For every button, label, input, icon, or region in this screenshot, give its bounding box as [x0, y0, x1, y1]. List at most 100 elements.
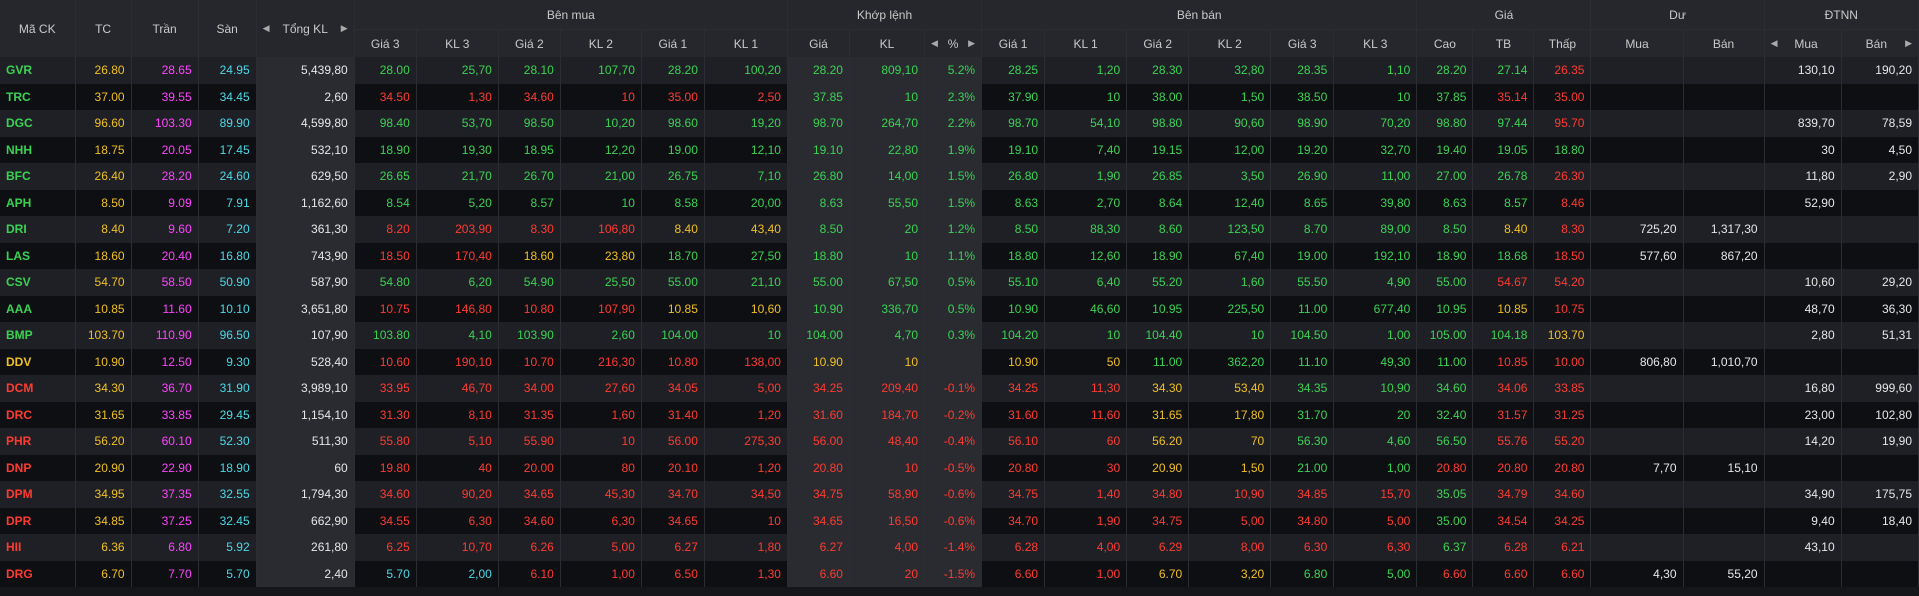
symbol-cell[interactable]: DRG [0, 560, 76, 587]
col-match-pct[interactable]: ◀% ▶ [924, 29, 983, 57]
symbol-cell[interactable]: AAA [0, 295, 76, 322]
table-row[interactable]: DRC 31.65 33.85 29.45 1,154,10 31.30 8,10 31.35… [0, 401, 1919, 428]
col-buy-vol2[interactable]: KL 2 [560, 29, 642, 57]
col-buy-vol1[interactable]: KL 1 [704, 29, 788, 57]
col-sell-vol3[interactable]: KL 3 [1333, 29, 1418, 57]
col-foreign-sell[interactable]: Bán ▶ [1841, 29, 1919, 57]
symbol-cell[interactable]: PHR [0, 428, 76, 455]
table-cell: 18.90 [1126, 242, 1190, 269]
table-cell: 100,20 [704, 57, 788, 84]
foreign-prev-icon[interactable]: ◀ [1770, 38, 1778, 48]
symbol-cell[interactable]: BMP [0, 322, 76, 349]
table-row[interactable]: DPR 34.85 37.25 32.45 662,90 34.55 6,30 34.60 6,… [0, 507, 1919, 534]
col-sell-price3[interactable]: Giá 3 [1270, 29, 1335, 57]
table-cell: 1.5% [924, 163, 983, 190]
symbol-cell[interactable]: DCM [0, 375, 76, 402]
col-total-volume[interactable]: ◀ Tổng KL ▶ [256, 0, 355, 57]
col-high[interactable]: Cao [1416, 29, 1474, 57]
col-floor[interactable]: Sàn [198, 0, 257, 57]
symbol-cell[interactable]: TRC [0, 83, 76, 110]
table-cell: 55.80 [354, 428, 417, 455]
symbol-cell[interactable]: DGC [0, 110, 76, 137]
table-row[interactable]: APH 8.50 9.09 7.91 1,162,60 8.54 5,20 8.57 10 8.5… [0, 189, 1919, 216]
table-row[interactable]: DRG 6.70 7.70 5.70 2,40 5.70 2,00 6.10 1,00 6.50 1… [0, 560, 1919, 587]
table-row[interactable]: DGC 96.60 103.30 89.90 4,599,80 98.40 53,70 98.… [0, 110, 1919, 137]
prev-icon[interactable]: ◀ [931, 38, 938, 48]
table-row[interactable]: TRC 37.00 39.55 34.45 2,60 34.50 1,30 34.60 10 35… [0, 83, 1919, 110]
table-row[interactable]: DPM 34.95 37.35 32.55 1,794,30 34.60 90,20 34.6… [0, 481, 1919, 508]
symbol-cell[interactable]: APH [0, 189, 76, 216]
table-cell [1590, 189, 1684, 216]
table-row[interactable]: NHH 18.75 20.05 17.45 532,10 18.90 19,30 18.95 1… [0, 136, 1919, 163]
symbol-cell[interactable]: CSV [0, 269, 76, 296]
table-row[interactable]: PHR 56.20 60.10 52.30 511,30 55.80 5,10 55.90 10… [0, 428, 1919, 455]
col-buy-price2[interactable]: Giá 2 [498, 29, 561, 57]
table-row[interactable]: DNP 20.90 22.90 18.90 60 19.80 40 20.00 80 20.10 1… [0, 454, 1919, 481]
table-cell: 34.79 [1472, 481, 1535, 508]
col-low[interactable]: Thấp [1533, 29, 1592, 57]
col-remain-sell[interactable]: Bán [1683, 29, 1765, 57]
next-icon[interactable]: ▶ [968, 38, 976, 48]
foreign-next-icon[interactable]: ▶ [1905, 38, 1912, 48]
symbol-cell[interactable]: DRI [0, 216, 76, 243]
table-cell [1590, 163, 1684, 190]
col-sell-price1[interactable]: Giá 1 [981, 29, 1046, 57]
col-buy-price3[interactable]: Giá 3 [354, 29, 417, 57]
col-sell-vol1[interactable]: KL 1 [1044, 29, 1128, 57]
table-cell: 104.20 [981, 322, 1046, 349]
symbol-cell[interactable]: DNP [0, 454, 76, 481]
table-cell: 27,50 [704, 242, 788, 269]
col-sell-price2[interactable]: Giá 2 [1126, 29, 1190, 57]
symbol-cell[interactable]: DDV [0, 348, 76, 375]
table-row[interactable]: BFC 26.40 28.20 24.60 629,50 26.65 21,70 26.70 2… [0, 163, 1919, 190]
table-cell: 19.05 [1472, 136, 1535, 163]
symbol-cell[interactable]: NHH [0, 136, 76, 163]
table-cell: 18.80 [1533, 136, 1592, 163]
col-symbol[interactable]: Mã CK [0, 0, 76, 57]
table-row[interactable]: GVR 26.80 28.65 24.95 5,439,80 28.00 25,70 28.1… [0, 57, 1919, 84]
table-row[interactable]: HII 6.36 6.80 5.92 261,80 6.25 10,70 6.26 5,00 6.… [0, 534, 1919, 561]
table-cell: 8.40 [75, 216, 132, 243]
table-cell: 25,50 [560, 269, 642, 296]
table-row[interactable]: DDV 10.90 12.50 9.30 528,40 10.60 190,10 10.70 2… [0, 348, 1919, 375]
table-row[interactable]: LAS 18.60 20.40 16.80 743,90 18.50 170,40 18.60… [0, 242, 1919, 269]
col-ceil[interactable]: Trần [131, 0, 199, 57]
table-cell: 104.00 [787, 322, 850, 349]
symbol-cell[interactable]: DPM [0, 481, 76, 508]
table-cell: 8.57 [1472, 189, 1535, 216]
table-cell: 58,90 [849, 481, 926, 508]
table-row[interactable]: BMP 103.70 110.90 96.50 107,90 103.80 4,10 103.… [0, 322, 1919, 349]
table-cell: 20 [1333, 401, 1418, 428]
symbol-cell[interactable]: LAS [0, 242, 76, 269]
table-cell: 106,80 [560, 216, 642, 243]
col-foreign-sell-label: Bán [1865, 36, 1888, 51]
col-match-vol[interactable]: KL [849, 29, 926, 57]
col-buy-vol3[interactable]: KL 3 [416, 29, 499, 57]
col-ref[interactable]: TC [75, 0, 132, 57]
col-remain-buy[interactable]: Mua [1590, 29, 1684, 57]
table-cell: 27.14 [1472, 57, 1535, 84]
col-match-price[interactable]: Giá [787, 29, 850, 57]
symbol-cell[interactable]: DRC [0, 401, 76, 428]
table-row[interactable]: DCM 34.30 36.70 31.90 3,989,10 33.95 46,70 34.0… [0, 375, 1919, 402]
table-row[interactable]: CSV 54.70 58.50 50.90 587,90 54.80 6,20 54.90 25… [0, 269, 1919, 296]
table-cell: 4,50 [1841, 136, 1919, 163]
symbol-cell[interactable]: HII [0, 534, 76, 561]
col-avg[interactable]: TB [1472, 29, 1535, 57]
table-cell: 6.25 [354, 534, 417, 561]
col-buy-price1[interactable]: Giá 1 [641, 29, 705, 57]
symbol-cell[interactable]: GVR [0, 57, 76, 84]
table-row[interactable]: AAA 10.85 11.60 10.10 3,651,80 10.75 146,80 10.… [0, 295, 1919, 322]
table-cell: 999,60 [1841, 375, 1919, 402]
col-foreign-buy[interactable]: ◀ Mua [1764, 29, 1842, 57]
scroll-right-icon[interactable]: ▶ [340, 23, 348, 33]
symbol-cell[interactable]: DPR [0, 507, 76, 534]
col-sell-vol2[interactable]: KL 2 [1188, 29, 1272, 57]
table-cell: 1,794,30 [256, 481, 355, 508]
table-row[interactable]: DRI 8.40 9.60 7.20 361,30 8.20 203,90 8.30 106,8… [0, 216, 1919, 243]
table-cell: 34.05 [641, 375, 705, 402]
symbol-cell[interactable]: BFC [0, 163, 76, 190]
scroll-left-icon[interactable]: ◀ [262, 23, 270, 33]
table-cell: 103.90 [498, 322, 561, 349]
table-cell [1590, 57, 1684, 84]
